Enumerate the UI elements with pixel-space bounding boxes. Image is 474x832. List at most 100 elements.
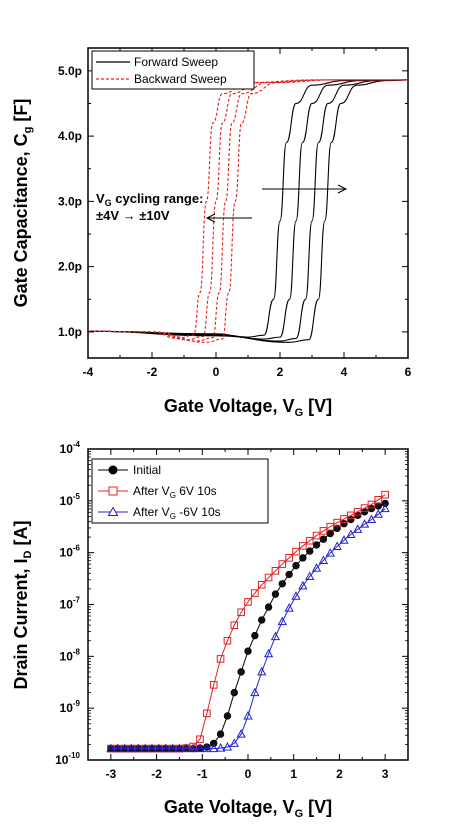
- data-point-circle-filled: [326, 529, 334, 538]
- data-point-square-open: [381, 490, 389, 499]
- data-point-circle-filled: [319, 535, 328, 543]
- data-point-square-open: [305, 536, 314, 545]
- data-point-circle-filled: [306, 547, 314, 555]
- data-point-triangle-open: [277, 616, 287, 626]
- data-point-circle-filled: [312, 541, 321, 549]
- data-point-circle-filled: [285, 570, 293, 579]
- capacitance-chart: -4 -2 0 2 4 6 1.0p 2.0p 3.0p 4.0p 5.0p Forward Sw…: [11, 47, 412, 419]
- y-tick-label: 10-5: [60, 492, 81, 508]
- data-point-circle-filled: [216, 730, 225, 738]
- data-point-circle-filled: [258, 616, 266, 624]
- cycling-annotation: VG cycling range: ±4V → ±10V: [96, 184, 348, 223]
- data-point-triangle-open: [318, 555, 329, 564]
- data-point-square-open: [367, 500, 376, 509]
- data-point-square-open: [244, 598, 252, 606]
- data-point-circle-filled: [374, 502, 382, 510]
- data-point-square-open: [319, 527, 328, 535]
- data-point-triangle-open: [174, 743, 185, 753]
- y-tick-label: 2.0p: [58, 260, 82, 274]
- data-point-square-open: [271, 567, 280, 575]
- data-point-square-open: [264, 573, 273, 582]
- data-point-triangle-open: [106, 743, 116, 753]
- drain-current-series: [106, 490, 390, 753]
- data-point-circle-filled: [278, 580, 286, 588]
- x-tick-label: -4: [83, 365, 94, 379]
- arrow-right-icon: [337, 184, 348, 194]
- data-point-circle-filled: [381, 499, 389, 508]
- legend-marker-initial: [108, 465, 118, 475]
- data-point-triangle-open: [154, 743, 164, 753]
- data-point-triangle-open: [133, 743, 143, 753]
- data-point-triangle-open: [270, 631, 281, 641]
- y-tick-label: 1.0p: [58, 325, 82, 339]
- data-point-square-open: [216, 655, 225, 663]
- data-point-triangle-open: [339, 535, 349, 544]
- data-point-triangle-open: [113, 743, 123, 753]
- data-point-circle-filled: [271, 590, 280, 598]
- data-point-triangle-open: [202, 743, 212, 753]
- data-point-triangle-open: [147, 743, 157, 753]
- data-point-triangle-open: [236, 729, 246, 738]
- data-point-square-open: [374, 495, 383, 504]
- data-point-triangle-open: [305, 571, 315, 581]
- data-point-triangle-open: [181, 743, 191, 753]
- y-tick-label: 10-9: [60, 699, 81, 715]
- data-point-triangle-open: [140, 743, 150, 753]
- data-point-triangle-open: [346, 529, 356, 539]
- data-point-triangle-open: [161, 743, 171, 753]
- y-tick-label: 10-10: [55, 751, 80, 767]
- annotation-line2: ±4V → ±10V: [96, 208, 170, 223]
- x-tick-label: 2: [336, 767, 343, 781]
- y-axis-title: Gate Capacitance, Cg [F]: [11, 99, 34, 308]
- legend: Initial After VG 6V 10s After VG -6V 10s: [91, 458, 269, 524]
- data-point-triangle-open: [353, 524, 363, 533]
- data-point-triangle-open: [222, 741, 233, 751]
- x-tick-labels: -3 -2 -1 0 1 2 3: [106, 767, 389, 781]
- data-point-triangle-open: [167, 743, 178, 753]
- data-point-circle-filled: [292, 561, 300, 570]
- data-point-triangle-open: [119, 743, 130, 753]
- data-point-triangle-open: [380, 503, 390, 513]
- arrow-left-icon: [205, 213, 216, 223]
- y-tick-label: 10-6: [60, 544, 81, 560]
- x-tick-label: 0: [213, 365, 220, 379]
- data-point-triangle-open: [229, 738, 239, 747]
- legend-marker-after-negative: [107, 506, 119, 516]
- x-tick-label: -3: [106, 767, 117, 781]
- x-tick-label: -2: [147, 365, 158, 379]
- x-tick-labels: -4 -2 0 2 4 6: [83, 365, 412, 379]
- y-tick-label: 10-7: [60, 596, 81, 612]
- data-point-triangle-open: [373, 509, 383, 518]
- y-tick-label: 3.0p: [58, 194, 82, 208]
- data-point-square-open: [237, 608, 245, 617]
- x-tick-label: 6: [405, 365, 412, 379]
- data-point-triangle-open: [250, 687, 260, 697]
- data-point-triangle-open: [332, 541, 342, 550]
- series-line-2: [110, 494, 386, 750]
- data-point-square-open: [278, 560, 287, 568]
- data-point-square-open: [196, 735, 204, 744]
- data-point-triangle-open: [209, 743, 219, 753]
- data-point-square-open: [251, 589, 259, 597]
- y-tick-label: 4.0p: [58, 129, 82, 143]
- data-point-triangle-open: [284, 603, 294, 612]
- y-tick-label: 5.0p: [58, 64, 82, 78]
- data-point-square-open: [312, 531, 321, 540]
- y-tick-label: 10-4: [60, 440, 81, 456]
- x-tick-label: 1: [290, 767, 297, 781]
- y-axis-title: Drain Current, ID [A]: [11, 521, 34, 690]
- data-point-triangle-open: [359, 519, 370, 528]
- data-point-circle-filled: [237, 668, 245, 676]
- data-point-triangle-open: [291, 591, 301, 600]
- x-tick-label: 0: [245, 767, 252, 781]
- data-point-circle-filled: [264, 603, 273, 611]
- data-point-triangle-open: [188, 743, 198, 753]
- data-point-triangle-open: [257, 666, 267, 676]
- data-point-square-open: [257, 581, 266, 589]
- x-tick-label: 3: [382, 767, 389, 781]
- data-point-triangle-open: [325, 548, 335, 557]
- data-point-triangle-open: [243, 710, 253, 720]
- data-point-triangle-open: [311, 563, 322, 572]
- data-point-circle-filled: [251, 631, 259, 640]
